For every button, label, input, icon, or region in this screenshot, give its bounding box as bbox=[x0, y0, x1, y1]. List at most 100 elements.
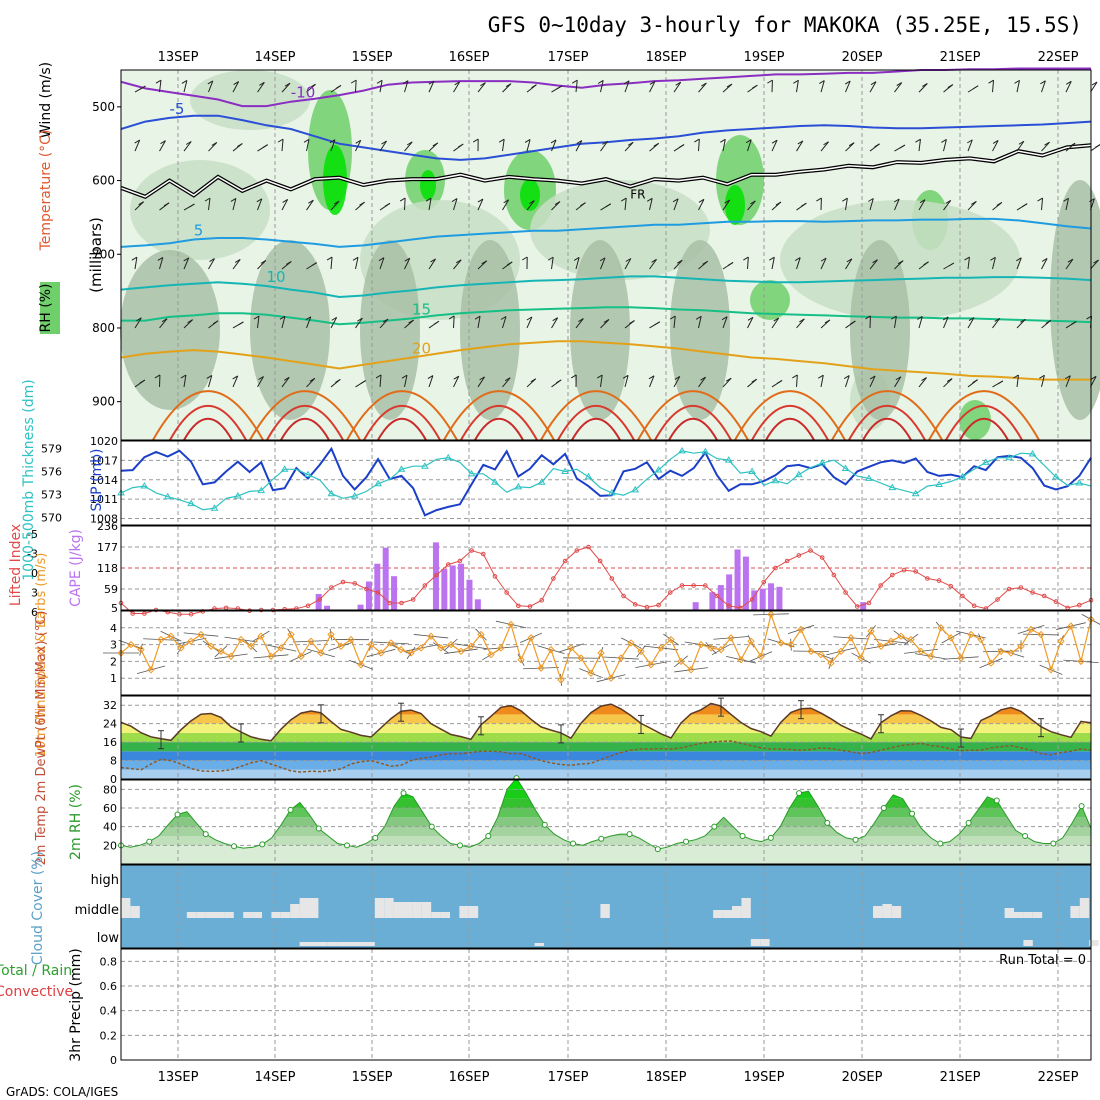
thickness-marker bbox=[397, 465, 406, 472]
wind-barb bbox=[676, 259, 683, 264]
wind-barb bbox=[721, 316, 728, 321]
slp-bg bbox=[121, 441, 1091, 525]
thickness-marker bbox=[304, 470, 312, 478]
wind-barb bbox=[381, 140, 387, 145]
lifted-index-point bbox=[375, 590, 381, 595]
wind-speed-point bbox=[217, 647, 225, 656]
wind-barb bbox=[672, 198, 679, 203]
isotherm-warm bbox=[959, 417, 1009, 441]
cloud-middle-bar bbox=[1032, 912, 1043, 918]
wind-barb bbox=[673, 198, 679, 211]
cloud-middle-bar bbox=[1014, 912, 1024, 918]
wind-speed-point bbox=[137, 645, 145, 654]
wind-barb bbox=[408, 319, 414, 324]
thickness-marker bbox=[888, 483, 897, 491]
cloud-middle-bar bbox=[722, 910, 732, 918]
wind-barb bbox=[330, 139, 336, 152]
cloud-middle-bar bbox=[1079, 898, 1090, 918]
wind-barb bbox=[673, 376, 681, 388]
lifted-index-point bbox=[586, 544, 591, 550]
cloud-middle-bar bbox=[374, 898, 385, 918]
wind-barb bbox=[355, 140, 362, 152]
rh-shade bbox=[670, 240, 730, 420]
wind-barb bbox=[279, 315, 286, 320]
wind-barb bbox=[451, 198, 458, 202]
thickness-marker bbox=[1028, 450, 1037, 457]
upper-air-frame bbox=[120, 69, 1092, 441]
wind-barb bbox=[260, 259, 267, 264]
wind-barb bbox=[894, 376, 902, 388]
wind-speed-point bbox=[927, 652, 935, 661]
wind-barb bbox=[1016, 257, 1022, 262]
temp-band bbox=[121, 769, 1091, 779]
temp-band bbox=[121, 760, 1091, 770]
wind-barb bbox=[747, 316, 754, 321]
cape-tick-label: 177 bbox=[97, 541, 118, 554]
wind-barb bbox=[943, 139, 947, 152]
wind-barb bbox=[597, 79, 604, 84]
lifted-index-point bbox=[890, 572, 895, 578]
wind-barb bbox=[552, 317, 558, 322]
wind-barb bbox=[967, 201, 977, 211]
thickness-marker bbox=[140, 482, 149, 489]
rh-point bbox=[202, 831, 209, 838]
wind-speed-point bbox=[777, 639, 785, 647]
wind-barb bbox=[845, 258, 853, 270]
wind-speed-point bbox=[1067, 622, 1075, 630]
wind-barb bbox=[603, 319, 610, 323]
wind-barb bbox=[992, 257, 996, 270]
wind-speed-point bbox=[197, 630, 205, 639]
cape-bar bbox=[742, 556, 749, 610]
wind-barb bbox=[722, 199, 731, 211]
lifted-index-point bbox=[516, 603, 521, 609]
cloud-low-bar bbox=[365, 942, 375, 946]
lifted-index-point bbox=[539, 597, 545, 603]
lifted-index-point bbox=[364, 586, 369, 592]
wind-barb bbox=[1016, 374, 1019, 387]
wind-barb bbox=[163, 202, 170, 207]
wind-barb bbox=[428, 375, 434, 388]
wind-speed-point bbox=[147, 666, 155, 674]
wind-barb bbox=[554, 201, 561, 205]
lifted-index-point bbox=[434, 572, 439, 578]
wind-speed-point bbox=[1007, 649, 1015, 657]
wind-barb bbox=[428, 80, 435, 85]
wind-speed-point bbox=[687, 666, 695, 674]
wind-barb bbox=[600, 141, 608, 152]
wind-barb bbox=[1016, 257, 1022, 270]
date-label: 16SEP bbox=[449, 1070, 490, 1085]
rh-tick-label: 60 bbox=[103, 802, 117, 815]
wind-speed-point bbox=[837, 647, 845, 656]
wind-barb bbox=[698, 199, 705, 211]
wind-barb bbox=[745, 139, 752, 144]
isotherm-warm bbox=[668, 417, 718, 441]
thickness-marker bbox=[748, 467, 756, 475]
wind-barb bbox=[303, 138, 310, 143]
thickness-axis-label: 1000-500mb Thickness (dm) bbox=[21, 379, 37, 580]
wind-barb bbox=[404, 80, 409, 93]
wind-barb bbox=[253, 315, 260, 320]
thickness-tick-label: 570 bbox=[41, 511, 62, 524]
wind-barb bbox=[233, 81, 239, 85]
wind-barb bbox=[230, 197, 237, 202]
wind-barb bbox=[773, 317, 779, 322]
wind-barb bbox=[820, 257, 827, 262]
wind-barb bbox=[286, 261, 292, 265]
wind-barb bbox=[208, 198, 211, 211]
rh-shade bbox=[323, 145, 347, 215]
cloud-middle-bar bbox=[252, 912, 262, 918]
rh-band bbox=[121, 836, 1091, 846]
wind-speed-point bbox=[1037, 630, 1045, 639]
wind-barb bbox=[820, 375, 824, 388]
wind-barb bbox=[968, 317, 975, 322]
wind-barb bbox=[799, 318, 805, 323]
cloud-middle-bar bbox=[186, 912, 197, 918]
wind-barb bbox=[1070, 321, 1077, 326]
cloud-low-bar bbox=[299, 942, 309, 946]
wind-barb bbox=[918, 377, 927, 388]
cape-axis-label: CAPE (J/kg) bbox=[68, 529, 84, 607]
thickness-marker bbox=[607, 488, 616, 496]
cloud-low-bar bbox=[346, 942, 356, 946]
wind-barb bbox=[653, 142, 659, 147]
wind-barb bbox=[453, 315, 455, 328]
